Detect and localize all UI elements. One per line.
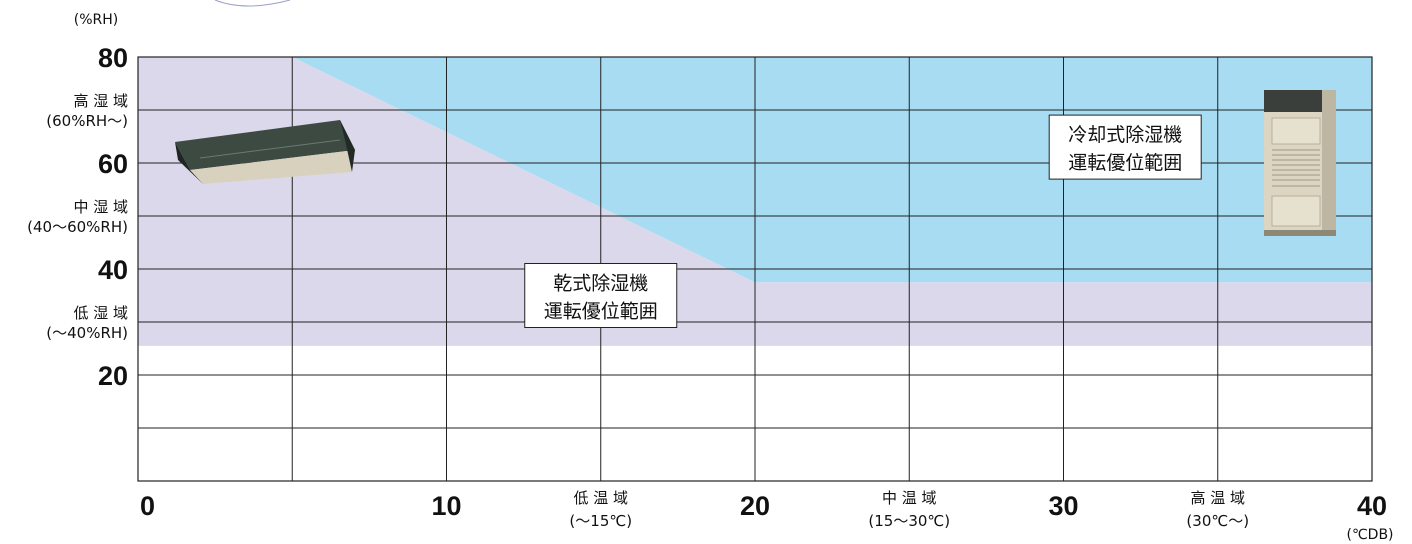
y-tick-label: 80: [98, 43, 128, 73]
x-tick-label: 20: [740, 491, 770, 521]
plot-border: [137, 56, 1373, 482]
x-axis-unit-label: (℃DB): [1346, 527, 1393, 543]
decorative-arc: [214, 0, 291, 7]
y-zone-label-title: 高 湿 域: [73, 92, 128, 110]
region-label-line2: 運転優位範囲: [1068, 152, 1182, 174]
y-zone-label-range: (40〜60%RH): [27, 218, 128, 236]
y-zone-label-range: (60%RH〜): [46, 112, 128, 130]
y-tick-label: 20: [98, 361, 128, 391]
x-zone-label-title: 高 温 域: [1190, 489, 1245, 507]
labels-layer: (%RH) (℃DB) 80 60 40 20 0 10 20 30 40 高 湿 域 (60%RH〜)…: [27, 12, 1393, 543]
y-axis-unit-label: (%RH): [74, 12, 118, 28]
x-tick-label: 10: [431, 491, 461, 521]
y-tick-label: 60: [98, 149, 128, 179]
x-tick-label: 0: [140, 491, 155, 521]
region-label-box: [1048, 114, 1202, 180]
x-zone-label-range: (〜15℃): [569, 512, 632, 530]
y-zone-label-title: 低 湿 域: [73, 304, 128, 322]
y-tick-label: 40: [98, 255, 128, 285]
x-tick-label: 40: [1357, 491, 1387, 521]
region-label-box: [524, 263, 678, 328]
x-zone-label-range: (30℃〜): [1186, 512, 1249, 530]
ceiling-mounted-dehumidifier-icon: [175, 120, 355, 184]
region-label-line1: 冷却式除湿機: [1068, 124, 1182, 146]
y-zone-label-title: 中 湿 域: [73, 198, 128, 216]
region-label-line1: 乾式除湿機: [553, 273, 648, 295]
x-zone-label-range: (15〜30℃): [868, 512, 950, 530]
region-label-line2: 運転優位範囲: [544, 301, 658, 323]
x-tick-label: 30: [1048, 491, 1078, 521]
y-zone-label-range: (〜40%RH): [46, 324, 128, 342]
x-zone-label-title: 低 温 域: [573, 489, 628, 507]
region-cooling-type: [292, 57, 1372, 283]
x-zone-label-title: 中 温 域: [882, 489, 937, 507]
floor-standing-dehumidifier-icon: [1264, 90, 1336, 236]
